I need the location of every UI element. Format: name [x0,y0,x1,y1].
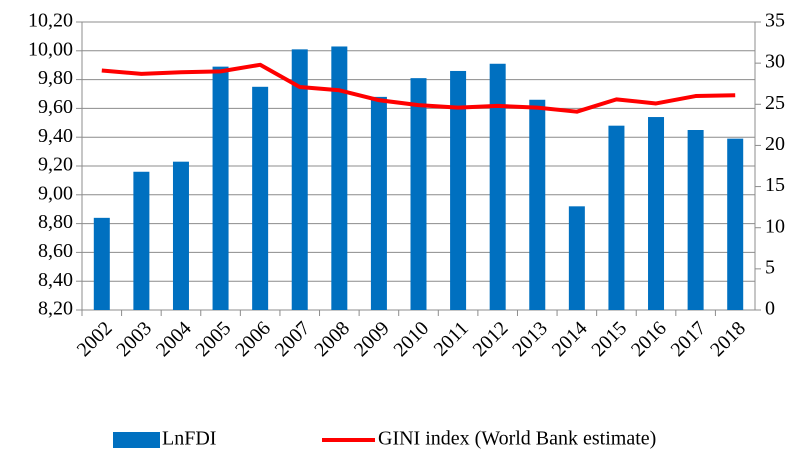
x-tick-label: 2018 [706,317,750,361]
x-tick-label: 2017 [667,317,711,361]
y-tick-label: 9,40 [38,125,73,147]
x-tick-label: 2004 [152,317,196,361]
x-tick-label: 2005 [192,317,236,361]
bar [568,206,585,310]
bar [450,70,467,311]
y2-tick-label: 35 [765,10,785,32]
y-tick-label: 10,20 [28,10,73,32]
y2-tick-label: 20 [765,133,785,155]
x-tick-label: 2012 [469,317,513,361]
legend-label: LnFDI [162,428,216,450]
x-tick-label: 2003 [112,317,156,361]
x-tick-label: 2008 [310,317,354,361]
bar [331,46,348,310]
x-tick-label: 2010 [389,317,433,361]
y-tick-label: 9,00 [38,182,73,204]
bar [727,138,744,310]
bar [252,86,269,310]
bar [608,125,625,311]
y2-tick-label: 15 [765,174,785,196]
bar [489,63,506,311]
x-tick-label: 2011 [430,317,473,360]
y-tick-label: 8,80 [38,211,73,233]
bar [212,66,229,310]
legend-swatch [113,432,160,448]
y-tick-label: 8,40 [38,269,73,291]
legend-label: GINI index (World Bank estimate) [378,428,656,450]
y2-tick-label: 30 [765,51,785,73]
bar [133,171,150,310]
y-tick-label: 9,80 [38,67,73,89]
bar [172,161,189,310]
bar [291,49,308,311]
x-tick-label: 2006 [231,317,275,361]
y-tick-label: 10,00 [28,38,73,60]
x-tick-label: 2002 [73,317,117,361]
bar [93,217,110,310]
bar [529,99,546,310]
x-tick-label: 2009 [350,317,394,361]
x-tick-label: 2007 [271,317,315,361]
y2-tick-label: 10 [765,215,785,237]
y-tick-label: 8,60 [38,240,73,262]
y-tick-label: 8,20 [38,298,73,320]
bar [370,96,387,310]
y2-tick-label: 25 [765,92,785,114]
y2-tick-label: 0 [765,298,775,320]
x-tick-label: 2016 [627,317,671,361]
y2-tick-label: 5 [765,256,775,278]
y-tick-label: 9,20 [38,154,73,176]
bar [410,78,427,310]
y-tick-label: 9,60 [38,96,73,118]
bar [687,130,704,310]
bar [648,117,665,310]
line [101,62,736,114]
x-tick-label: 2014 [548,317,592,361]
x-tick-label: 2015 [587,317,631,361]
x-tick-label: 2013 [508,317,552,361]
